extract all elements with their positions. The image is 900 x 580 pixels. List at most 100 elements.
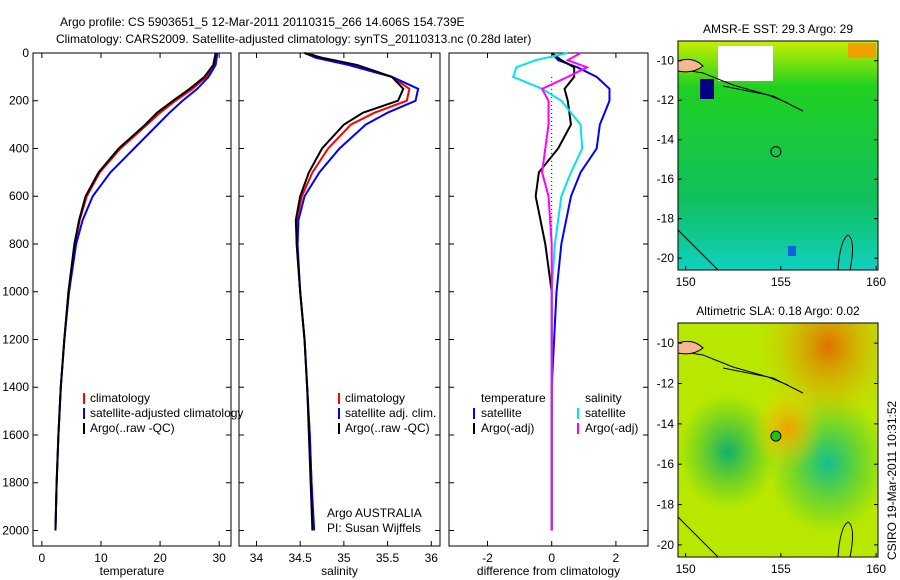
- series-line-temperature-argo-adj-: [534, 52, 576, 531]
- series-line-satellite-adjusted-climatology: [54, 52, 219, 531]
- x-tick-label: 155: [771, 562, 791, 576]
- legend-swatch: [83, 393, 85, 404]
- y-tick-label: 1800: [2, 476, 29, 490]
- title-line-1: Argo profile: CS 5903651_5 12-Mar-2011 2…: [60, 15, 465, 29]
- axes-frame: [448, 52, 649, 547]
- legend-swatch: [83, 423, 85, 434]
- legend-label: climatology: [90, 391, 150, 405]
- reef-contour: [677, 229, 854, 271]
- legend-swatch: [338, 408, 340, 419]
- series-line-satellite-adj-clim-: [296, 52, 420, 531]
- legend-label: Argo(..raw -QC): [90, 421, 175, 435]
- x-tick-label: 36: [425, 551, 439, 565]
- series-line-salinity-argo-adj-: [540, 52, 590, 531]
- y-tick-label: 1200: [2, 332, 29, 346]
- axes-frame: [238, 52, 441, 547]
- x-axis-label: difference from climatology: [477, 564, 620, 578]
- legend-label: satellite: [585, 406, 626, 420]
- x-tick-label: 10: [94, 551, 108, 565]
- x-tick-label: 35.5: [376, 551, 400, 565]
- legend-header: temperature: [481, 391, 546, 405]
- legend-swatch: [338, 393, 340, 404]
- series-line-temperature-satellite: [550, 52, 611, 531]
- y-tick-label: -18: [657, 212, 675, 226]
- x-axis-label: salinity: [321, 564, 358, 578]
- map-frame: [677, 322, 879, 558]
- y-tick-label: -12: [657, 93, 675, 107]
- coastline: [677, 350, 804, 394]
- y-tick-label: -16: [657, 457, 675, 471]
- y-tick-label: -10: [657, 54, 675, 68]
- x-tick-label: 150: [676, 562, 696, 576]
- argo-location-marker: [770, 430, 782, 442]
- map-title: AMSR-E SST: 29.3 Argo: 29: [703, 22, 853, 36]
- annotation: PI: Susan Wijffels: [327, 521, 421, 535]
- y-tick-label: 400: [9, 141, 29, 155]
- y-tick-label: -18: [657, 498, 675, 512]
- cold-pixel: [788, 246, 796, 256]
- legend-swatch: [577, 423, 579, 434]
- land: [677, 340, 704, 355]
- legend-label: climatology: [345, 391, 405, 405]
- warm-pixels: [848, 43, 876, 58]
- x-axis-label: temperature: [100, 564, 165, 578]
- legend-swatch: [473, 408, 475, 419]
- x-tick-label: 0: [39, 551, 46, 565]
- x-tick-label: -2: [482, 551, 493, 565]
- missing-data: [718, 46, 773, 81]
- y-tick-label: 1400: [2, 380, 29, 394]
- y-tick-label: -12: [657, 377, 675, 391]
- legend: temperaturesatelliteArgo(-adj)salinitysa…: [473, 391, 638, 435]
- legend-swatch: [83, 408, 85, 419]
- legend-label: Argo(..raw -QC): [345, 421, 430, 435]
- cold-pixel: [700, 79, 714, 99]
- y-tick-label: -20: [657, 538, 675, 552]
- y-tick-label: 800: [9, 237, 29, 251]
- legend-label: satellite-adjusted climatology: [90, 406, 243, 420]
- temperature-panel: 0 10 20 30 0 200 400 600 800 1000 1200 1400 1600 1800…: [2, 46, 243, 578]
- series-line-argo-raw-qc-: [54, 52, 217, 531]
- y-tick-label: -14: [657, 417, 675, 431]
- y-tick-label: -14: [657, 133, 675, 147]
- x-tick-label: 34.5: [288, 551, 312, 565]
- map-title: Altimetric SLA: 0.18 Argo: 0.02: [696, 304, 860, 318]
- land: [677, 58, 704, 73]
- x-tick-label: 160: [866, 562, 886, 576]
- y-tick-label: 0: [22, 46, 29, 60]
- y-tick-label: -16: [657, 172, 675, 186]
- legend-label: satellite adj. clim.: [345, 406, 436, 420]
- reef-contour: [677, 516, 854, 558]
- x-tick-label: 35: [337, 551, 351, 565]
- legend-label: Argo(-adj): [481, 421, 534, 435]
- map-frame: [677, 40, 879, 271]
- x-tick-label: 150: [676, 275, 696, 289]
- title-line-2: Climatology: CARS2009. Satellite-adjuste…: [56, 32, 531, 46]
- sla-map: Altimetric SLA: 0.18 Argo: 0.02 150 155 160…: [657, 304, 887, 576]
- legend-swatch: [577, 408, 579, 419]
- legend-label: Argo(-adj): [585, 421, 638, 435]
- salinity-panel: 34 34.5 35 35.5 36 salinity climatologysatelli…: [238, 52, 441, 578]
- y-tick-label: 600: [9, 189, 29, 203]
- sst-map: AMSR-E SST: 29.3 Argo: 29 150 155 160 -10 -12…: [657, 22, 887, 289]
- y-tick-label: 1000: [2, 285, 29, 299]
- annotation: Argo AUSTRALIA: [327, 506, 422, 520]
- legend-swatch: [473, 423, 475, 434]
- legend-label: satellite: [481, 406, 522, 420]
- y-tick-label: 2000: [2, 523, 29, 537]
- x-tick-label: 155: [771, 275, 791, 289]
- y-tick-label: 1600: [2, 428, 29, 442]
- y-tick-label: -20: [657, 251, 675, 265]
- x-tick-label: 0: [548, 551, 555, 565]
- y-tick-label: 200: [9, 94, 29, 108]
- x-tick-label: 2: [613, 551, 620, 565]
- x-tick-label: 20: [153, 551, 167, 565]
- credit: CSIRO 19-Mar-2011 10:31:52: [885, 400, 899, 560]
- x-tick-label: 30: [212, 551, 226, 565]
- axes-frame: [32, 52, 232, 547]
- x-tick-label: 34: [250, 551, 264, 565]
- y-tick-label: -10: [657, 336, 675, 350]
